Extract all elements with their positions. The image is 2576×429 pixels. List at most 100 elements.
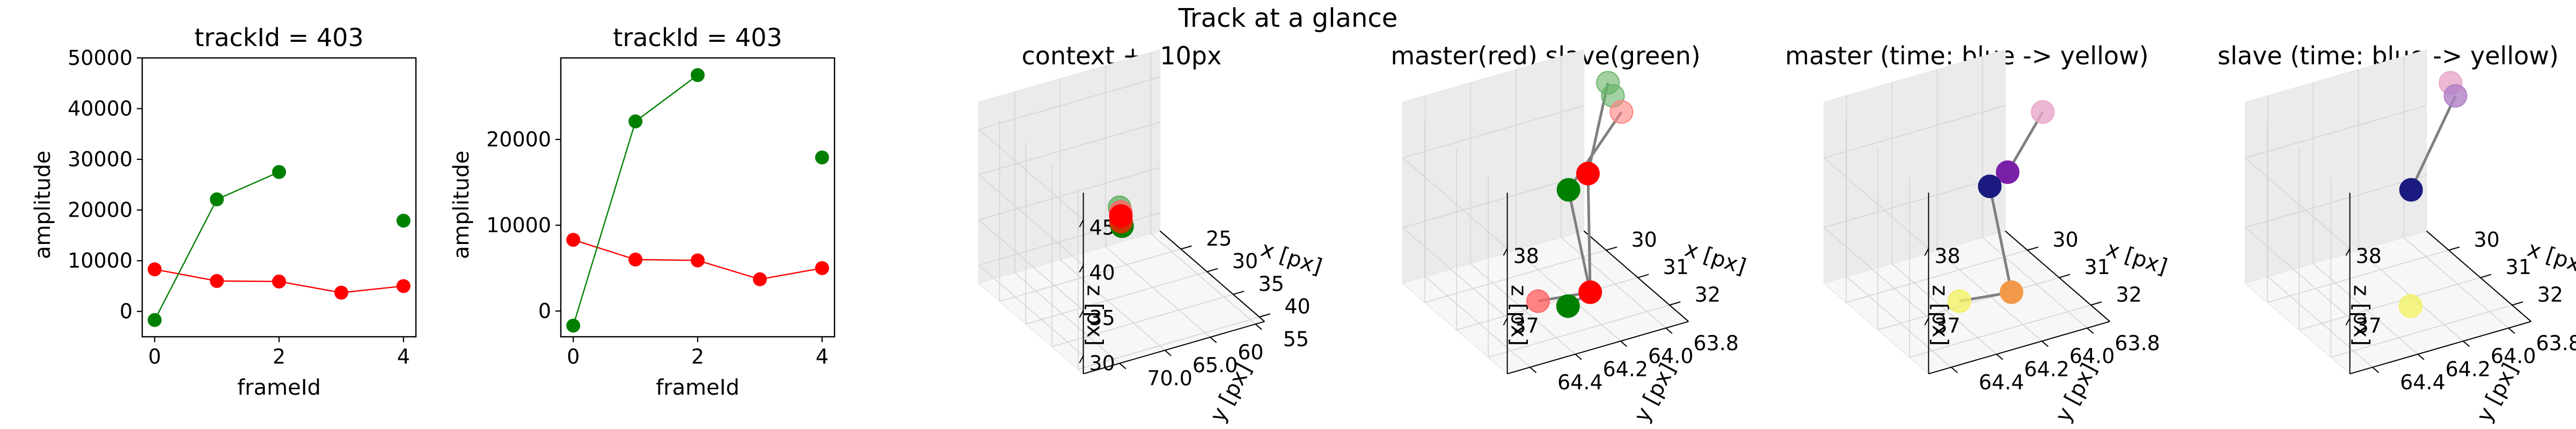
panel-6-3d-scatter: slave (time: blue -> yellow)30313263.864… [2218, 41, 2576, 426]
grid-line [1561, 237, 1666, 329]
x-axis-line [1583, 230, 1689, 322]
y-tick-mark [1665, 327, 1673, 334]
x-tick-label: 35 [1258, 272, 1284, 295]
x-tick-mark [2059, 273, 2070, 278]
y-tick-label: 64.0 [2491, 344, 2536, 368]
connector-line [1586, 173, 1592, 292]
data-point [210, 274, 224, 288]
y-tick-label: 63.8 [2114, 331, 2160, 355]
z-tick-label: 37 [1934, 314, 1960, 337]
y-tick-label: 64.4 [1979, 371, 2024, 394]
grid-line [1078, 316, 1260, 370]
z-axis-label: z [px] [1506, 285, 1531, 346]
y-tick-mark [1255, 323, 1262, 330]
z-axis-label: z [px] [2349, 285, 2374, 346]
grid-line [1488, 305, 1670, 358]
data-point [396, 213, 411, 228]
x-tick-label: 30 [2052, 228, 2078, 252]
grid-line [1846, 276, 1952, 368]
y-axis-label: amplitude [449, 151, 474, 259]
grid-line [2403, 237, 2509, 329]
y-axis-label: amplitude [31, 151, 55, 259]
grid-line [1891, 263, 1997, 355]
x-tick-mark [1233, 291, 1245, 295]
z-tick-mark [1079, 310, 1084, 318]
y-tick-label: 50000 [68, 46, 133, 70]
y-tick-label: 10000 [68, 249, 133, 272]
grid-line [1026, 271, 1208, 324]
z-tick-label: 37 [2355, 314, 2381, 337]
connector-line [1567, 189, 1592, 293]
grid-line [1402, 174, 1584, 228]
grid-line [1105, 246, 1211, 338]
x-axis-label: x [px] [2103, 236, 2170, 279]
grid-line [1982, 237, 2088, 329]
z-tick-mark [2345, 317, 2351, 326]
y-tick-label: 20000 [68, 198, 133, 222]
data-point [272, 274, 286, 289]
connector-line [1988, 186, 2013, 293]
x-tick-label: 30 [1631, 228, 1657, 252]
x-tick-label: 30 [1232, 249, 1258, 273]
y-axis-line [1083, 321, 1265, 375]
y-tick-label: 60 [1238, 341, 1263, 364]
grid-line [1846, 249, 2028, 303]
grid-line [1824, 105, 2006, 159]
grid-line [2245, 227, 2351, 319]
figure-suptitle: Track at a glance [1178, 3, 1398, 33]
x-tick-label: 32 [1695, 283, 1721, 306]
y-tick-mark [1996, 353, 2003, 360]
y-tick-mark [1951, 367, 1958, 373]
y-tick-mark [2372, 367, 2380, 373]
data-point [752, 272, 767, 286]
grid-line [1824, 157, 1929, 249]
grid-line [1425, 276, 1531, 368]
data-point [1948, 289, 1972, 313]
x-tick-label: 32 [2537, 283, 2563, 306]
y-tick-mark [2508, 327, 2515, 334]
x-tick-label: 31 [2506, 255, 2531, 279]
y-tick-label: 64.0 [1648, 344, 1694, 368]
panel-3-3d-scatter: context +- 10px25303540556065.070.030354… [978, 41, 1325, 426]
y-tick-mark [1164, 350, 1172, 357]
data-point [1556, 294, 1580, 318]
y-axis-line [2350, 321, 2531, 375]
x-tick-label: 31 [2084, 255, 2110, 279]
grid-line [2245, 174, 2427, 228]
y-tick-mark [1620, 341, 1628, 347]
y-tick-label: 0 [120, 300, 133, 323]
x-tick-mark [2480, 273, 2492, 278]
y-tick-label: 64.2 [2024, 358, 2069, 381]
data-point [691, 253, 705, 268]
grid-line [999, 248, 1181, 302]
data-point [566, 233, 581, 247]
series-line [573, 75, 698, 326]
data-point [2000, 280, 2024, 304]
panel-title: trackId = 403 [613, 23, 782, 52]
series-master [566, 233, 829, 286]
grid-line [978, 129, 1084, 220]
grid-line [1402, 105, 1584, 159]
x-tick-label: 0 [148, 345, 161, 368]
data-point [1576, 161, 1600, 186]
data-point [2443, 84, 2468, 108]
z-axis-label: z [px] [1082, 285, 1107, 346]
z-tick-mark [1924, 248, 1929, 256]
x-tick-mark [1259, 313, 1271, 318]
y-axis-line [1507, 321, 1689, 375]
x-tick-label: 30 [2473, 228, 2499, 252]
data-point [815, 150, 829, 165]
y-tick-label: 63.8 [2536, 331, 2576, 355]
z-tick-mark [2345, 248, 2351, 256]
panel-4-3d-scatter: master(red) slave(green)30313263.864.064… [1391, 41, 1749, 426]
z-tick-label: 40 [1089, 261, 1115, 285]
z-tick-label: 35 [1089, 306, 1115, 330]
grid-line [1014, 272, 1120, 364]
x-tick-mark [1669, 301, 1681, 306]
data-point [628, 114, 643, 129]
data-point [148, 313, 162, 327]
grid-line [978, 219, 1084, 311]
x-tick-label: 4 [816, 345, 829, 368]
data-point [396, 279, 411, 293]
